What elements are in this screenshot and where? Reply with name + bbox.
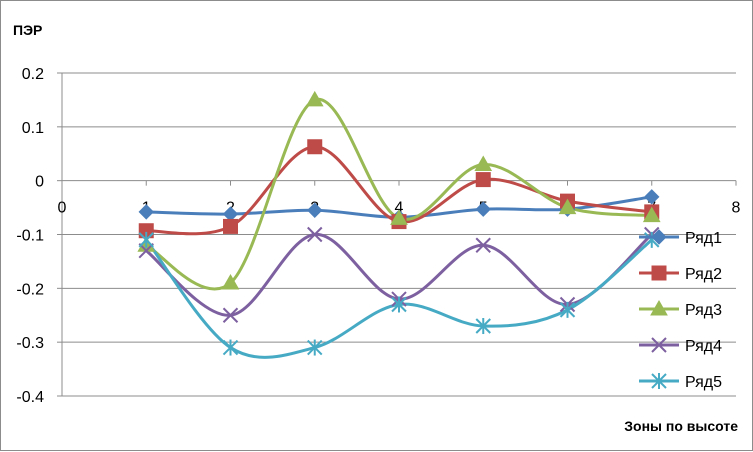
data-point-series-5 [222, 339, 239, 356]
y-tick-label: -0.4 [16, 389, 44, 406]
data-point-series-3 [558, 198, 577, 215]
data-point-series-3 [474, 155, 493, 172]
data-point-series-3 [221, 273, 240, 290]
y-tick-label: 0.1 [22, 120, 44, 137]
data-point-series-1 [644, 189, 660, 205]
data-point-series-4-stroke [138, 242, 154, 259]
data-point-series-5 [475, 318, 491, 335]
legend-item-4: Ряд4 [639, 337, 722, 355]
data-point-series-4 [307, 226, 323, 243]
axes: 0.20.10-0.1-0.2-0.3-0.4012345678 [16, 66, 740, 406]
data-point-series-4-stroke [475, 237, 491, 253]
y-tick-label: 0.2 [22, 66, 44, 83]
legend-swatch-marker [651, 265, 667, 281]
legend-swatch-marker [651, 337, 667, 353]
data-point-series-5 [391, 296, 407, 313]
data-point-series-4-stroke [222, 307, 239, 323]
legend-item-1: Ряд1 [639, 229, 722, 247]
data-point-series-3 [305, 90, 324, 107]
legend-label: Ряд4 [685, 338, 722, 355]
legend-swatch-marker [650, 299, 668, 316]
legend-label: Ряд5 [685, 374, 722, 391]
legend-item-2: Ряд2 [639, 265, 722, 283]
legend-swatch-marker [651, 229, 667, 245]
data-point-series-3 [642, 206, 661, 223]
legend-label: Ряд2 [685, 266, 722, 283]
data-point-series-4 [222, 307, 239, 323]
series-line-3 [145, 98, 652, 291]
data-point-series-5 [559, 301, 576, 318]
y-axis-title: ПЭР [13, 22, 42, 38]
y-tick-label: -0.3 [16, 335, 44, 352]
data-point-series-1 [475, 201, 491, 217]
data-point-series-1 [138, 204, 154, 220]
data-point-series-5 [138, 231, 154, 248]
legend-label: Ряд1 [685, 230, 722, 247]
data-point-series-5 [307, 339, 323, 356]
x-tick-label: 0 [58, 200, 67, 217]
data-point-series-4 [475, 237, 491, 253]
x-axis-title: Зоны по высоте [624, 418, 738, 434]
gridlines [62, 72, 736, 397]
y-tick-label: 0 [35, 174, 44, 191]
data-point-series-3 [390, 209, 408, 225]
data-point-series-2 [475, 172, 491, 188]
y-tick-label: -0.2 [16, 281, 44, 298]
data-point-series-2 [307, 139, 323, 155]
y-tick-label: -0.1 [16, 228, 44, 245]
x-tick-label: 8 [732, 200, 741, 217]
legend: Ряд1 Ряд2 Ряд3 Ряд4 Ряд5 [639, 229, 722, 391]
data-point-series-4-stroke [307, 226, 323, 243]
data-point-series-2 [223, 218, 238, 234]
legend-swatch-marker [651, 373, 667, 389]
data-point-series-4 [138, 242, 154, 259]
legend-item-5: Ряд5 [639, 373, 722, 391]
legend-item-3: Ряд3 [639, 299, 722, 319]
legend-label: Ряд3 [685, 302, 722, 319]
data-point-series-1 [307, 202, 323, 218]
x-tick-label: 4 [395, 200, 404, 217]
series-markers [137, 90, 661, 356]
legend-swatch-marker-stroke [651, 337, 667, 353]
